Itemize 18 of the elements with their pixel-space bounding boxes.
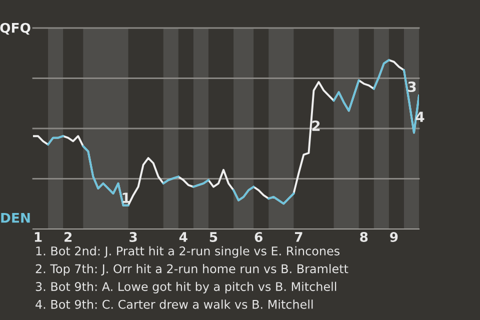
annotation: 2 xyxy=(312,120,320,131)
x-tick-label: 3 xyxy=(130,232,137,242)
x-tick-label: 7 xyxy=(294,232,302,242)
text: DEN xyxy=(1,213,30,223)
text: 3. Bot 9th: A. Lowe got hit by a pitch vs B. Mitchell xyxy=(36,282,336,294)
x-tick-label: 6 xyxy=(254,232,262,242)
x-tick-label: 1 xyxy=(34,232,42,242)
x-tick-label: 5 xyxy=(210,232,218,242)
annotation: 1 xyxy=(122,192,130,203)
x-tick-label: 9 xyxy=(390,232,398,242)
annotation: 3 xyxy=(408,82,416,92)
x-tick-label: 2 xyxy=(64,232,72,242)
text: 2. Top 7th: J. Orr hit a 2-run home run vs B. Bramlett xyxy=(36,264,348,276)
x-tick-label: 4 xyxy=(179,232,188,242)
text: QFQ xyxy=(0,22,30,35)
text: 4. Bot 9th: C. Carter drew a walk vs B. Mitchell xyxy=(36,300,313,309)
x-tick-label: 8 xyxy=(360,232,368,242)
text: 1. Bot 2nd: J. Pratt hit a 2-run single vs E. Rincones xyxy=(36,246,340,258)
